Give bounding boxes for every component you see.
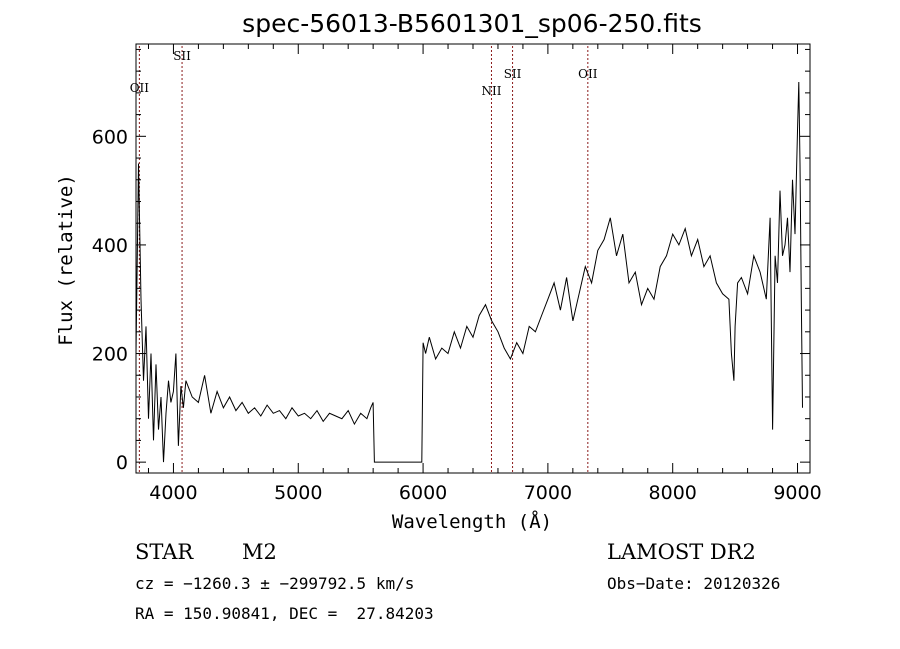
x-tick-label: 6000 [399,482,447,504]
x-tick-label: 5000 [274,482,322,504]
y-tick-label: 200 [92,344,128,366]
y-axis-label: Flux (relative) [55,174,77,346]
x-tick-label: 8000 [649,482,697,504]
reference-line-label: SII [504,67,522,81]
x-axis-label: Wavelength (Å) [392,510,552,533]
y-tick-label: 600 [92,126,128,148]
x-tick-label: 9000 [773,482,821,504]
spectrum-line [135,81,803,463]
x-tick-label: 7000 [524,482,572,504]
y-tick-label: 400 [92,235,128,257]
redshift-cz: cz = −1260.3 ± −299792.5 km/s [135,574,415,593]
reference-line-label: OII [130,81,150,95]
object-type: STAR [135,540,194,564]
x-tick-label: 4000 [149,482,197,504]
reference-line-label: OII [578,67,598,81]
object-subclass: M2 [242,540,277,564]
axis-ticks: 4000 5000 6000 7000 8000 9000 0 200 400 600 [92,44,822,504]
survey-name: LAMOST DR2 [607,540,756,564]
chart-title: spec-56013-B5601301_sp06-250.fits [242,9,702,38]
reference-line-label: NII [481,84,501,98]
observation-date: Obs−Date: 20120326 [607,574,781,593]
y-tick-label: 0 [116,452,128,474]
ra-dec-coordinates: RA = 150.90841, DEC = 27.84203 [135,604,434,623]
reference-line-label: SII [173,49,191,63]
